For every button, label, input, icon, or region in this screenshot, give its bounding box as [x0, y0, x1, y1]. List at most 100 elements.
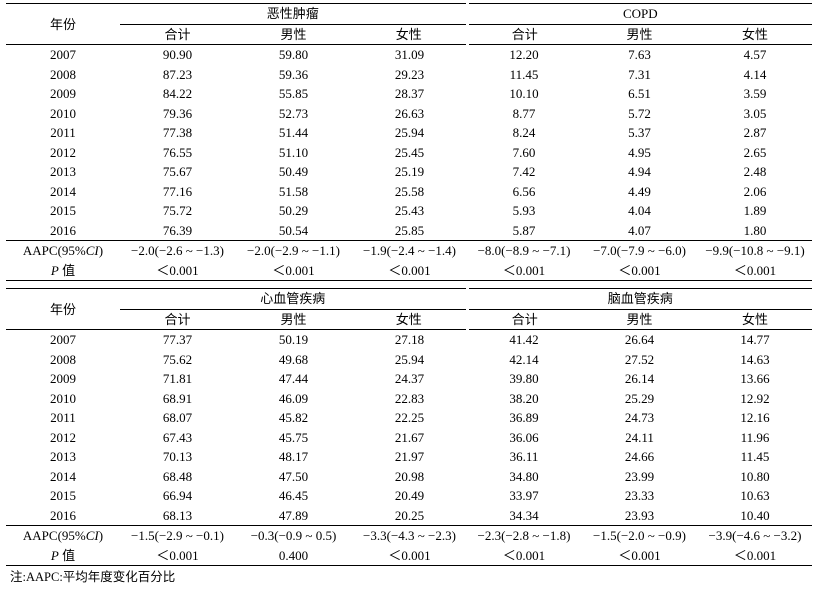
value-cell: 31.09: [394, 47, 425, 63]
value-cell: 36.11: [509, 449, 539, 465]
value-cell: 75.67: [162, 164, 193, 180]
year-cell: 2014: [50, 183, 76, 199]
p-cell: 0.400: [235, 545, 352, 566]
year-cell: 2016: [6, 220, 120, 241]
year-cell: 2007: [50, 332, 76, 348]
year-header: 年份: [6, 288, 120, 330]
value-cell: 5.87: [467, 220, 582, 241]
table-row: 2009 71.81 47.44 24.37 39.80 26.14 13.66: [6, 369, 812, 389]
year-cell: 2008: [50, 66, 76, 82]
subheader-cell: 女性: [352, 309, 469, 330]
value-cell: 4.49: [628, 183, 651, 199]
table-row: 2007 90.90 59.80 31.09 12.20 7.63 4.57: [6, 45, 812, 65]
value-cell: 76.55: [162, 144, 193, 160]
table-row: 2011 77.38 51.44 25.94 8.24 5.37 2.87: [6, 123, 812, 143]
value-cell: 47.50: [278, 468, 309, 484]
subheader-cell: 合计: [467, 24, 582, 45]
value-cell: 2.65: [743, 144, 767, 160]
value-cell: 51.10: [278, 144, 309, 160]
p-cell: ＜0.001: [235, 260, 352, 281]
value-cell: 10.10: [509, 86, 539, 102]
value-cell: 10.63: [740, 488, 770, 504]
table-row: 2012 76.55 51.10 25.45 7.60 4.95 2.65: [6, 143, 812, 163]
value-cell: 39.80: [509, 371, 539, 387]
value-cell: 68.07: [162, 410, 193, 426]
value-cell: 27.18: [394, 332, 425, 348]
value-cell: 12.16: [740, 410, 770, 426]
year-cell: 2012: [50, 429, 76, 445]
value-cell: 21.97: [394, 449, 425, 465]
group-header-left: 心血管疾病: [120, 288, 469, 310]
value-cell: 22.25: [394, 410, 425, 426]
subheader-cell: 女性: [352, 24, 469, 45]
value-cell: 34.80: [509, 468, 539, 484]
value-cell: 6.56: [512, 183, 536, 199]
value-cell: 2.06: [743, 183, 767, 199]
subheader-cell: 男性: [581, 309, 698, 330]
aapc-cell: −1.9(−2.4 ~ −1.4): [363, 243, 456, 259]
table-row: 2016 68.13 47.89 20.25 34.34 23.93 10.40: [6, 505, 812, 526]
table-row: 2010 79.36 52.73 26.63 8.77 5.72 3.05: [6, 104, 812, 124]
value-cell: 1.89: [743, 203, 767, 219]
value-cell: 87.23: [162, 66, 193, 82]
aapc-cell: −8.0(−8.9 ~ −7.1): [477, 243, 571, 259]
value-cell: 7.31: [628, 66, 651, 82]
value-cell: 2.87: [743, 125, 767, 141]
value-cell: 4.14: [743, 66, 767, 82]
table-malignancy-copd: 年份 恶性肿瘤 COPD 合计 男性 女性 合计 男性 女性 2007 90.90 59.80…: [6, 3, 813, 281]
subheader-cell: 合计: [120, 309, 235, 330]
table-row: 2009 84.22 55.85 28.37 10.10 6.51 3.59: [6, 84, 812, 104]
value-cell: 50.29: [278, 203, 309, 219]
value-cell: 46.09: [278, 390, 309, 406]
aapc-cell: −3.9(−4.6 ~ −3.2): [708, 528, 802, 544]
value-cell: 90.90: [162, 47, 193, 63]
table-cardio-cerebro: 年份 心血管疾病 脑血管疾病 合计 男性 女性 合计 男性 女性 2007 77.37 50.…: [6, 288, 812, 566]
value-cell: 2.48: [743, 164, 767, 180]
value-cell: 68.48: [162, 468, 193, 484]
aapc-row: AAPC(95%CI) −1.5(−2.9 ~ −0.1) −0.3(−0.9 ~ …: [6, 526, 812, 546]
subheader-row: 合计 男性 女性 合计 男性 女性: [6, 309, 812, 330]
value-cell: 8.77: [512, 105, 536, 121]
value-cell: 24.66: [624, 449, 655, 465]
aapc-cell: −2.3(−2.8 ~ −1.8): [477, 528, 571, 544]
p-cell: ＜0.001: [698, 545, 812, 566]
value-cell: 59.36: [278, 66, 309, 82]
table-row: 2014 77.16 51.58 25.58 6.56 4.49 2.06: [6, 182, 812, 202]
year-cell: 2007: [50, 47, 76, 63]
value-cell: 3.59: [743, 86, 767, 102]
value-cell: 75.62: [162, 351, 193, 367]
value-cell: 70.13: [162, 449, 193, 465]
p-cell: ＜0.001: [581, 260, 699, 281]
value-cell: 23.33: [624, 488, 655, 504]
value-cell: 36.06: [509, 429, 539, 445]
aapc-cell: −2.0(−2.9 ~ −1.1): [247, 243, 340, 259]
aapc-cell: −2.0(−2.6 ~ −1.3): [131, 243, 224, 259]
value-cell: 50.19: [278, 332, 309, 348]
year-cell: 2015: [50, 488, 76, 504]
subheader-cell: 男性: [235, 309, 352, 330]
value-cell: 55.85: [278, 86, 309, 102]
value-cell: 77.16: [162, 183, 193, 199]
value-cell: 33.97: [509, 488, 539, 504]
group-header-left: 恶性肿瘤: [120, 3, 469, 25]
p-cell: ＜0.001: [698, 260, 813, 281]
table-row: 2015 66.94 46.45 20.49 33.97 23.33 10.63: [6, 486, 812, 506]
value-cell: 12.20: [509, 47, 539, 63]
value-cell: 4.57: [743, 47, 767, 63]
value-cell: 20.49: [394, 488, 425, 504]
year-cell: 2011: [50, 125, 76, 141]
table-row: 2016 76.39 50.54 25.85 5.87 4.07 1.80: [6, 220, 813, 241]
p-cell: ＜0.001: [120, 545, 235, 566]
value-cell: 27.52: [624, 351, 655, 367]
value-cell: 68.91: [162, 390, 193, 406]
table-row: 2010 68.91 46.09 22.83 38.20 25.29 12.92: [6, 389, 812, 409]
value-cell: 38.20: [509, 390, 539, 406]
subheader-row: 合计 男性 女性 合计 男性 女性: [6, 24, 813, 45]
p-cell: ＜0.001: [120, 260, 235, 281]
p-label: P 值: [6, 260, 120, 281]
subheader-cell: 男性: [581, 24, 699, 45]
value-cell: 10.40: [698, 505, 812, 526]
value-cell: 47.44: [278, 371, 309, 387]
year-cell: 2008: [50, 351, 76, 367]
year-cell: 2010: [50, 105, 76, 121]
